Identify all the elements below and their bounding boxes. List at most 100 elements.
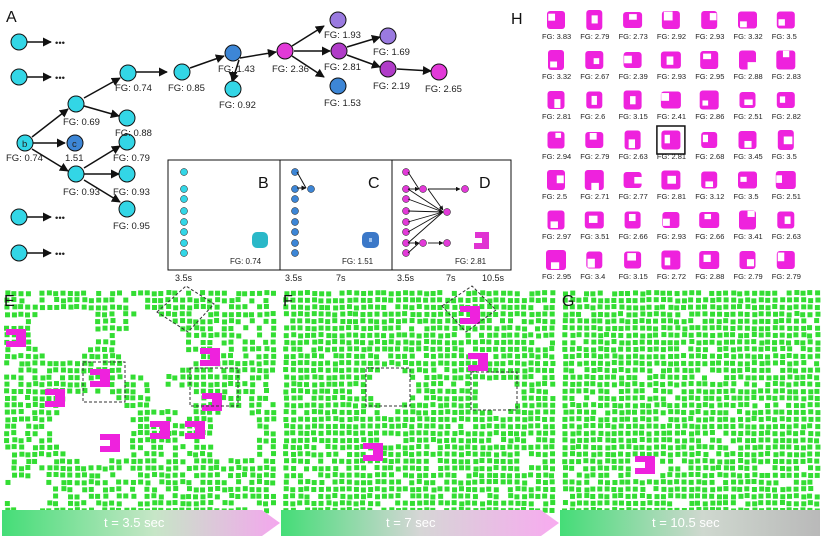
- particle: [738, 431, 744, 437]
- particle: [786, 486, 792, 492]
- particle: [612, 403, 618, 409]
- voxel-notch: [664, 134, 670, 144]
- particle: [688, 493, 694, 499]
- particle: [604, 389, 610, 395]
- particle: [675, 312, 681, 318]
- particle: [583, 500, 589, 506]
- particle: [487, 298, 493, 304]
- particle: [696, 381, 702, 387]
- particle: [584, 487, 590, 493]
- particle: [452, 375, 458, 381]
- particle: [395, 353, 401, 359]
- particle: [250, 472, 256, 478]
- particle: [765, 290, 771, 296]
- particle: [410, 487, 416, 493]
- particle: [5, 479, 11, 485]
- node: [67, 165, 85, 183]
- particle: [458, 493, 464, 499]
- particle: [619, 410, 625, 416]
- particle: [639, 339, 645, 345]
- particle: [536, 472, 542, 478]
- particle: [304, 437, 310, 443]
- particle: [332, 479, 338, 485]
- voxel-notch: [593, 58, 600, 65]
- particle: [298, 311, 304, 317]
- fg-label: FG: 0.74: [115, 83, 152, 94]
- particle: [451, 500, 457, 506]
- particle: [88, 298, 94, 304]
- particle: [723, 494, 729, 500]
- particle: [416, 444, 422, 450]
- particle: [137, 410, 143, 416]
- particle: [514, 298, 520, 304]
- particle: [549, 424, 555, 430]
- particle: [291, 465, 297, 471]
- particle: [451, 451, 457, 457]
- particle: [319, 388, 325, 394]
- particle: [346, 332, 352, 338]
- fg-label: FG: 3.5: [772, 152, 797, 161]
- particle: [668, 361, 674, 367]
- particle: [311, 487, 317, 493]
- particle: [458, 452, 464, 458]
- voxel-shape: [776, 50, 796, 70]
- particle: [793, 389, 799, 395]
- particle: [793, 493, 799, 499]
- particle: [738, 374, 744, 380]
- particle: [137, 501, 143, 507]
- particle: [661, 318, 667, 324]
- particle: [194, 444, 200, 450]
- organism-blob: [200, 348, 220, 366]
- particle: [814, 375, 820, 381]
- particle: [402, 486, 408, 492]
- particle: [109, 360, 115, 366]
- particle: [353, 311, 359, 317]
- particle: [562, 325, 568, 331]
- particle: [39, 305, 45, 311]
- particle: [508, 360, 514, 366]
- particle: [318, 395, 324, 401]
- fg-label: FG: 2.6: [580, 112, 605, 121]
- particle: [507, 374, 513, 380]
- particle: [646, 423, 652, 429]
- particle: [689, 290, 695, 296]
- particle: [486, 346, 492, 352]
- particle: [256, 437, 262, 443]
- particle: [779, 325, 785, 331]
- particle: [493, 374, 499, 380]
- particle: [675, 298, 681, 304]
- particle: [257, 368, 263, 374]
- particle: [235, 297, 241, 303]
- particle: [752, 410, 758, 416]
- particle: [598, 395, 604, 401]
- particle: [325, 347, 331, 353]
- particle: [403, 458, 409, 464]
- particle: [793, 431, 799, 437]
- particle: [368, 402, 374, 408]
- particle: [709, 423, 715, 429]
- particle: [667, 381, 673, 387]
- voxel-shape: [699, 212, 720, 228]
- particle: [368, 501, 374, 507]
- fg-label-d: FG: 2.81: [455, 257, 487, 266]
- particle: [298, 403, 304, 409]
- particle: [800, 403, 806, 409]
- particle: [738, 416, 744, 422]
- particle: [528, 332, 534, 338]
- particle: [361, 437, 367, 443]
- particle: [431, 374, 437, 380]
- particle: [550, 500, 556, 506]
- particle: [152, 298, 158, 304]
- particle: [709, 416, 715, 422]
- particle: [528, 501, 534, 507]
- particle: [808, 409, 814, 415]
- particle: [501, 304, 507, 310]
- particle: [654, 290, 660, 296]
- particle: [214, 374, 220, 380]
- particle: [47, 304, 53, 310]
- particle: [291, 409, 297, 415]
- particle: [74, 494, 80, 500]
- particle: [521, 438, 527, 444]
- particle: [438, 472, 444, 478]
- particle: [430, 361, 436, 367]
